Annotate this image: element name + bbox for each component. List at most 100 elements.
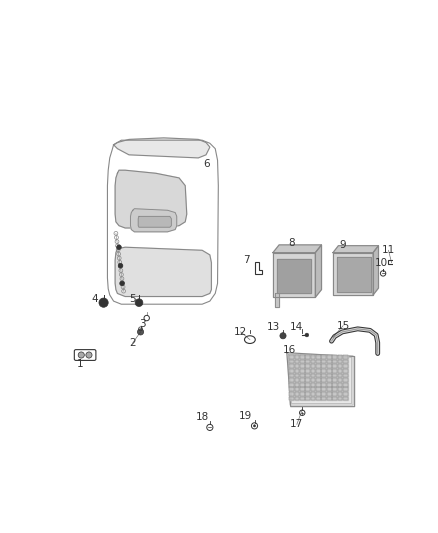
- Polygon shape: [321, 374, 326, 377]
- Polygon shape: [300, 387, 304, 391]
- Polygon shape: [332, 397, 337, 400]
- Polygon shape: [321, 378, 326, 382]
- Polygon shape: [327, 360, 332, 364]
- Polygon shape: [115, 247, 212, 296]
- Polygon shape: [300, 364, 304, 368]
- Polygon shape: [273, 253, 315, 297]
- Polygon shape: [289, 397, 294, 400]
- Text: 13: 13: [267, 322, 280, 332]
- Circle shape: [138, 329, 144, 335]
- Polygon shape: [300, 383, 304, 386]
- Polygon shape: [289, 360, 294, 364]
- Polygon shape: [332, 387, 337, 391]
- Polygon shape: [311, 369, 315, 373]
- Polygon shape: [305, 369, 310, 373]
- Polygon shape: [311, 355, 315, 359]
- Polygon shape: [311, 364, 315, 368]
- Polygon shape: [289, 355, 294, 359]
- Text: 10: 10: [375, 257, 388, 268]
- Polygon shape: [311, 397, 315, 400]
- Polygon shape: [327, 387, 332, 391]
- Text: 3: 3: [139, 319, 145, 329]
- Polygon shape: [327, 397, 332, 400]
- Polygon shape: [337, 257, 371, 292]
- Text: 11: 11: [382, 245, 395, 255]
- Polygon shape: [276, 294, 279, 306]
- Text: 15: 15: [336, 321, 350, 331]
- Text: 12: 12: [234, 327, 247, 337]
- Polygon shape: [332, 360, 337, 364]
- Polygon shape: [343, 383, 348, 386]
- Polygon shape: [294, 355, 299, 359]
- Text: 14: 14: [290, 322, 303, 332]
- Polygon shape: [316, 387, 321, 391]
- Polygon shape: [338, 364, 342, 368]
- Polygon shape: [289, 364, 294, 368]
- Polygon shape: [316, 360, 321, 364]
- Polygon shape: [333, 253, 373, 295]
- Text: 6: 6: [204, 159, 210, 169]
- Polygon shape: [294, 383, 299, 386]
- Text: 1: 1: [77, 359, 84, 369]
- Polygon shape: [321, 392, 326, 396]
- Polygon shape: [300, 369, 304, 373]
- Polygon shape: [138, 216, 171, 227]
- Polygon shape: [332, 369, 337, 373]
- Text: 19: 19: [239, 411, 252, 421]
- Polygon shape: [131, 209, 177, 232]
- Polygon shape: [321, 387, 326, 391]
- Circle shape: [253, 425, 256, 427]
- Polygon shape: [294, 387, 299, 391]
- Polygon shape: [300, 355, 304, 359]
- Circle shape: [117, 245, 121, 249]
- Text: 9: 9: [339, 240, 346, 250]
- Polygon shape: [338, 387, 342, 391]
- Polygon shape: [343, 387, 348, 391]
- Polygon shape: [305, 378, 310, 382]
- Polygon shape: [327, 369, 332, 373]
- Polygon shape: [300, 378, 304, 382]
- Polygon shape: [294, 397, 299, 400]
- Polygon shape: [321, 355, 326, 359]
- Polygon shape: [327, 355, 332, 359]
- Polygon shape: [327, 383, 332, 386]
- Circle shape: [120, 281, 124, 286]
- Polygon shape: [338, 360, 342, 364]
- Polygon shape: [327, 392, 332, 396]
- Circle shape: [280, 333, 286, 339]
- Polygon shape: [311, 387, 315, 391]
- Text: 4: 4: [91, 294, 98, 304]
- Polygon shape: [343, 369, 348, 373]
- Polygon shape: [327, 364, 332, 368]
- Polygon shape: [311, 374, 315, 377]
- Polygon shape: [316, 383, 321, 386]
- Circle shape: [99, 298, 108, 308]
- Polygon shape: [338, 369, 342, 373]
- Circle shape: [86, 352, 92, 358]
- Polygon shape: [316, 392, 321, 396]
- Polygon shape: [316, 397, 321, 400]
- Text: 8: 8: [288, 238, 295, 248]
- Polygon shape: [273, 245, 321, 253]
- Polygon shape: [305, 355, 310, 359]
- Circle shape: [118, 263, 123, 268]
- Text: 5: 5: [130, 294, 136, 304]
- Polygon shape: [289, 374, 294, 377]
- Polygon shape: [332, 355, 337, 359]
- Polygon shape: [332, 383, 337, 386]
- Polygon shape: [343, 355, 348, 359]
- Polygon shape: [321, 360, 326, 364]
- Polygon shape: [338, 378, 342, 382]
- Polygon shape: [294, 374, 299, 377]
- Polygon shape: [373, 246, 378, 295]
- Circle shape: [305, 333, 309, 337]
- Polygon shape: [343, 392, 348, 396]
- Text: 16: 16: [283, 345, 296, 356]
- Polygon shape: [277, 259, 311, 294]
- Polygon shape: [289, 369, 294, 373]
- Polygon shape: [343, 374, 348, 377]
- Polygon shape: [338, 397, 342, 400]
- Polygon shape: [311, 360, 315, 364]
- Polygon shape: [289, 383, 294, 386]
- Polygon shape: [321, 383, 326, 386]
